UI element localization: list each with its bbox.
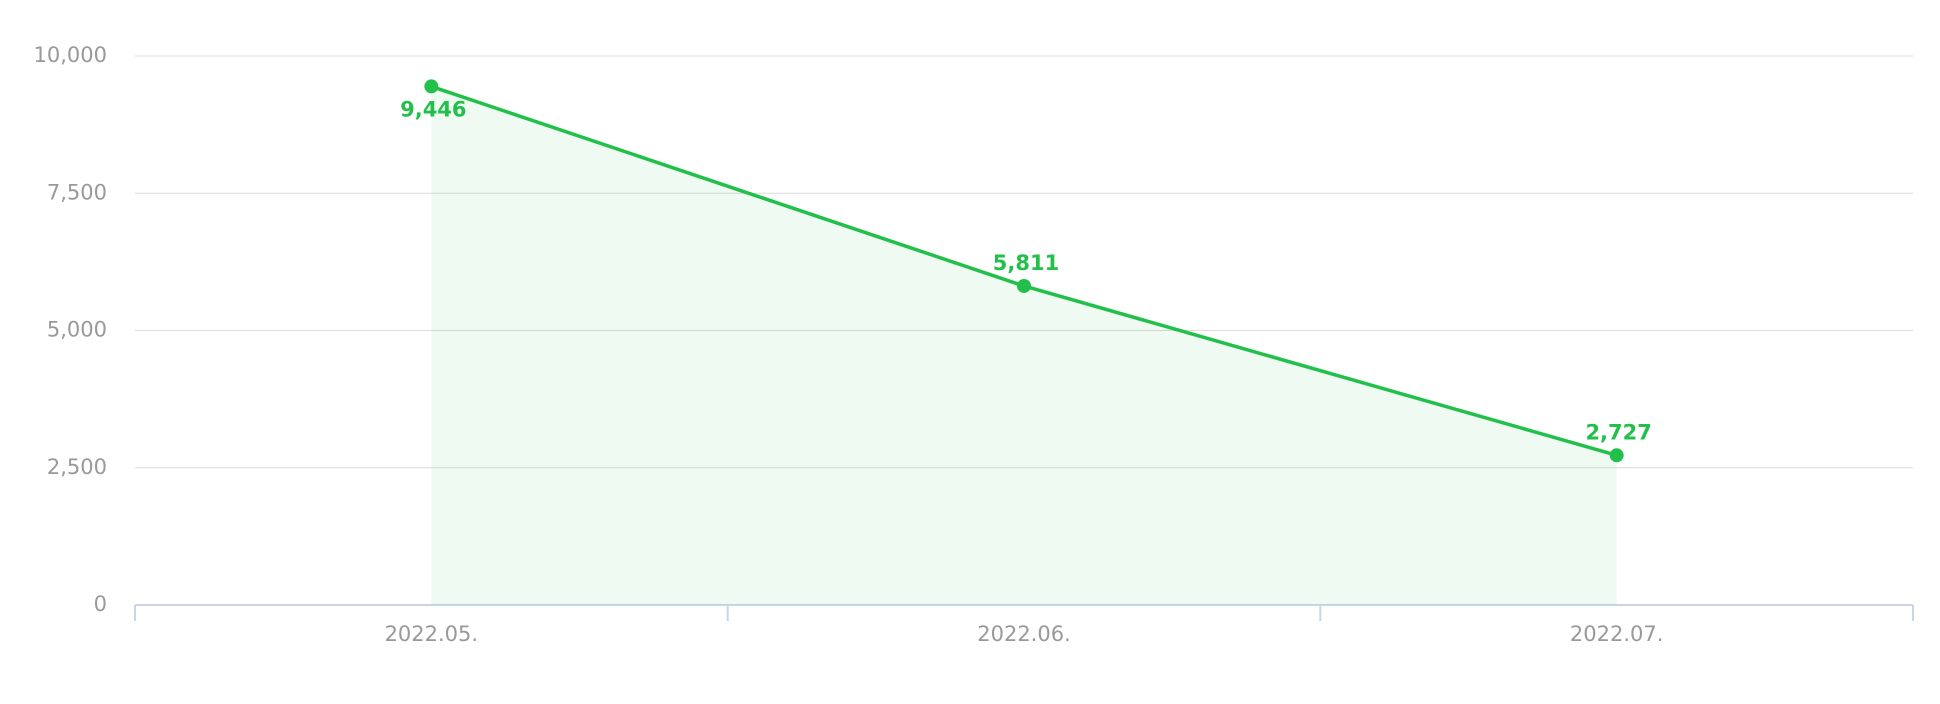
y-tick-label: 7,500 (47, 180, 107, 204)
x-tick-label: 2022.05. (385, 622, 479, 646)
value-label: 2,727 (1585, 420, 1651, 444)
value-label: 9,446 (400, 97, 466, 121)
area (431, 86, 1617, 605)
point (1609, 448, 1624, 463)
y-tick-label: 5,000 (47, 318, 107, 342)
y-tick-label: 10,000 (34, 43, 107, 67)
y-tick-label: 2,500 (47, 455, 107, 479)
point (424, 79, 439, 94)
x-tick-label: 2022.06. (977, 622, 1071, 646)
y-tick-label: 0 (94, 592, 107, 616)
value-label: 5,811 (993, 251, 1059, 275)
x-tick-label: 2022.07. (1570, 622, 1664, 646)
point (1017, 278, 1031, 293)
